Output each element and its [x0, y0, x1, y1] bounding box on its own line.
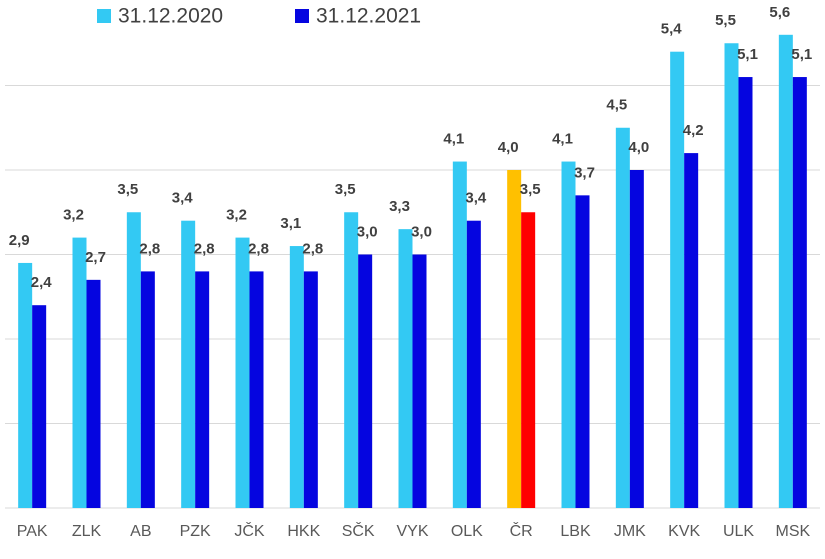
x-tick-label: JMK: [614, 523, 646, 540]
value-label: 3,4: [172, 190, 194, 207]
value-label: 3,5: [520, 181, 541, 198]
bar: [738, 77, 753, 509]
bar: [521, 212, 536, 508]
bar: [778, 34, 793, 509]
x-tick-label: KVK: [668, 523, 700, 540]
x-tick-label: AB: [130, 523, 151, 540]
value-label: 2,8: [139, 240, 160, 257]
value-label: 4,1: [552, 131, 573, 148]
bar: [629, 170, 644, 508]
bar: [289, 246, 304, 509]
bar: [140, 271, 155, 508]
value-label: 2,8: [194, 240, 215, 257]
bar: [249, 271, 264, 508]
bar: [72, 237, 87, 508]
x-tick-label: ZLK: [72, 523, 102, 540]
bar: [18, 262, 33, 508]
value-label: 3,4: [465, 190, 487, 207]
x-tick-label: PAK: [17, 523, 48, 540]
bar: [344, 212, 359, 508]
value-label: 5,1: [791, 46, 812, 63]
value-label: 4,1: [443, 131, 464, 148]
value-label: 5,5: [715, 12, 736, 29]
value-label: 3,1: [280, 215, 301, 232]
x-tick-label: JČK: [234, 521, 265, 540]
bar: [684, 153, 699, 508]
bar: [235, 237, 250, 508]
bar: [724, 43, 739, 508]
value-label: 5,6: [769, 4, 790, 21]
x-tick-label: ULK: [723, 523, 754, 540]
value-label: 4,2: [683, 122, 704, 139]
bar: [792, 77, 807, 509]
value-label: 2,7: [85, 249, 106, 266]
bar: [303, 271, 318, 508]
legend-label: 31.12.2020: [118, 5, 223, 28]
legend-swatch: [295, 9, 309, 23]
value-label: 4,5: [606, 97, 627, 114]
x-tick-label: HKK: [287, 523, 320, 540]
value-label: 3,0: [411, 223, 432, 240]
bar: [452, 161, 467, 509]
value-label: 5,4: [661, 21, 683, 38]
value-label: 4,0: [498, 139, 519, 156]
value-label: 4,0: [628, 139, 649, 156]
value-label: 3,2: [63, 207, 84, 224]
value-label: 3,7: [574, 164, 595, 181]
value-label: 3,0: [357, 223, 378, 240]
legend-label: 31.12.2021: [316, 5, 421, 28]
x-tick-label: OLK: [451, 523, 483, 540]
value-label: 2,8: [302, 240, 323, 257]
value-label: 3,3: [389, 198, 410, 215]
bar: [181, 220, 196, 508]
value-label: 2,8: [248, 240, 269, 257]
bar: [615, 127, 630, 508]
x-tick-label: ČR: [510, 521, 533, 540]
value-label: 3,5: [335, 181, 356, 198]
value-label: 2,4: [31, 274, 53, 291]
x-tick-label: PZK: [180, 523, 211, 540]
bar: [86, 279, 101, 508]
x-tick-label: VYK: [396, 523, 428, 540]
bar: [398, 229, 413, 508]
x-tick-label: SČK: [342, 521, 375, 540]
bar: [126, 212, 141, 508]
bar: [412, 254, 427, 508]
value-label: 3,5: [117, 181, 138, 198]
bar: [561, 161, 576, 509]
value-label: 3,2: [226, 207, 247, 224]
bar: [575, 195, 590, 508]
bar: [32, 305, 47, 508]
value-label: 2,9: [9, 232, 30, 249]
x-tick-label: MSK: [775, 523, 810, 540]
value-label: 5,1: [737, 46, 758, 63]
bar: [358, 254, 373, 508]
x-tick-label: LBK: [560, 523, 591, 540]
bar: [195, 271, 210, 508]
bar: [507, 170, 522, 508]
bar: [466, 220, 481, 508]
bar: [670, 51, 685, 508]
legend-swatch: [97, 9, 111, 23]
